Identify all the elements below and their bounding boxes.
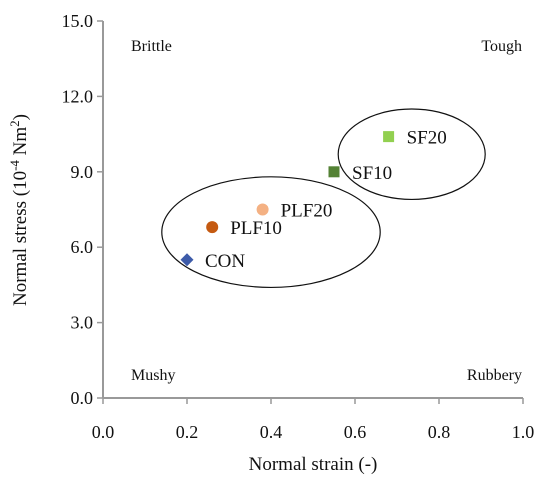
y-axis-title-suffix: ): [10, 114, 31, 120]
axes: 0.0 3.0 6.0 9.0 12.0 15.0 0.0 0.2 0.4 0.6 0.8 1.0: [62, 11, 535, 442]
data-point-plf20: [256, 203, 269, 216]
x-tick-label: 0.8: [428, 422, 451, 442]
data-point-sf10: [328, 166, 340, 178]
data-label-sf20: SF20: [407, 128, 447, 149]
x-tick-label: 1.0: [512, 422, 535, 442]
y-tick-label: 15.0: [62, 11, 94, 31]
data-points: [180, 131, 395, 267]
y-axis-title-sup-1: -4: [7, 160, 22, 171]
x-tick-label: 0.4: [260, 422, 283, 442]
y-axis-title-mid: Nm: [10, 127, 31, 160]
group-ellipse-2: [337, 108, 486, 201]
x-axis-ticks: 0.0 0.2 0.4 0.6 0.8 1.0: [92, 398, 535, 442]
y-tick-label: 12.0: [62, 86, 94, 106]
y-axis-title: Normal stress (10-4 Nm2): [7, 114, 32, 306]
y-tick-label: 9.0: [71, 162, 94, 182]
data-point-sf20: [383, 131, 395, 143]
y-axis-title-sup-2: 2: [7, 120, 22, 127]
data-point-con: [180, 253, 194, 267]
y-tick-label: 6.0: [71, 237, 94, 257]
y-axis-ticks: 0.0 3.0 6.0 9.0 12.0 15.0: [62, 11, 103, 408]
data-point-plf10: [206, 221, 219, 234]
quadrant-label-brittle: Brittle: [131, 38, 172, 55]
x-axis-title: Normal strain (-): [249, 454, 378, 475]
y-tick-label: 3.0: [71, 313, 94, 333]
group-ellipses: [161, 108, 486, 289]
quadrant-label-tough: Tough: [481, 38, 522, 55]
x-tick-label: 0.6: [344, 422, 367, 442]
quadrant-labels: Brittle Tough Mushy Rubbery: [131, 38, 522, 384]
y-axis-title-prefix: Normal stress (10: [10, 171, 31, 306]
data-label-con: CON: [205, 251, 245, 272]
y-tick-label: 0.0: [71, 388, 94, 408]
group-ellipse-1: [161, 176, 381, 289]
data-label-plf20: PLF20: [281, 201, 333, 222]
x-tick-label: 0.2: [176, 422, 199, 442]
x-tick-label: 0.0: [92, 422, 115, 442]
data-label-plf10: PLF10: [230, 218, 282, 239]
data-label-sf10: SF10: [352, 163, 392, 184]
quadrant-label-mushy: Mushy: [131, 367, 175, 384]
quadrant-label-rubbery: Rubbery: [467, 367, 522, 384]
